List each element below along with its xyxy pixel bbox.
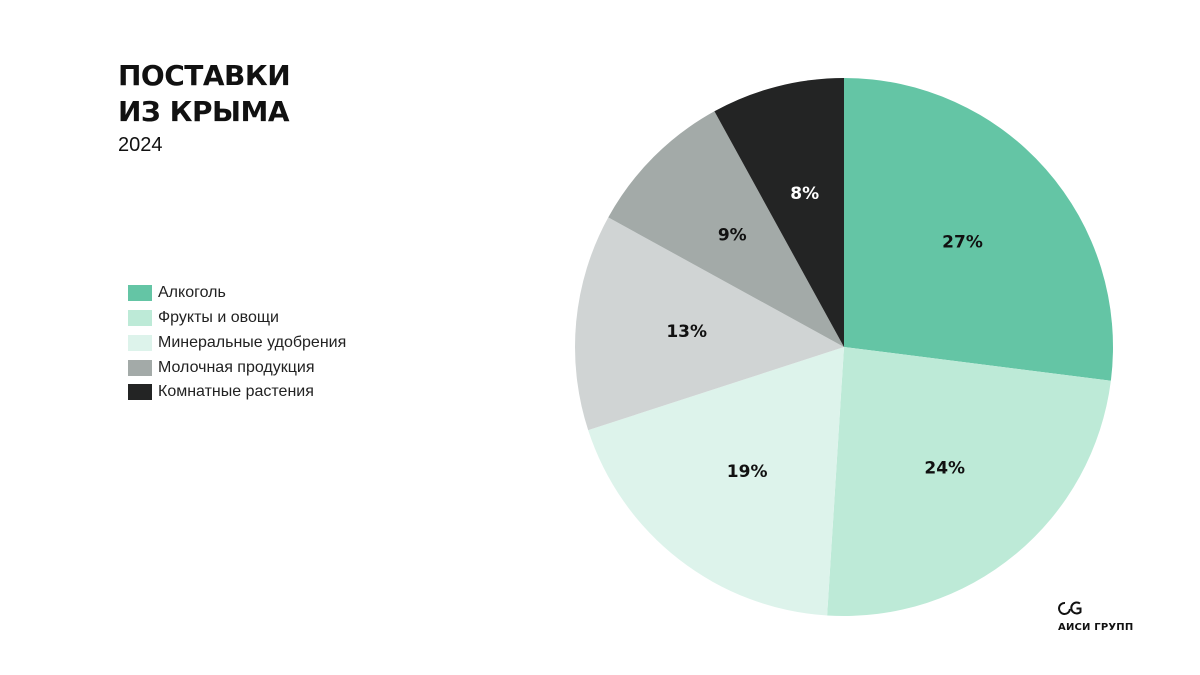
- slice-value-label: 24%: [924, 459, 965, 479]
- legend-label: Фрукты и овощи: [158, 309, 279, 327]
- title-line-1: ПОСТАВКИ: [118, 59, 291, 92]
- pie-slice: [575, 217, 844, 431]
- legend-swatch: [128, 334, 152, 351]
- legend-item: Комнатные растения: [128, 380, 346, 405]
- slice-value-label: 8%: [790, 184, 819, 204]
- pie-slice: [588, 347, 844, 616]
- legend-item: Алкоголь: [128, 281, 346, 306]
- legend-swatch: [128, 310, 152, 327]
- legend-label: Минеральные удобрения: [158, 333, 347, 351]
- legend-item: Минеральные удобрения: [128, 331, 346, 356]
- logo-text: АИСИ ГРУПП: [1058, 622, 1134, 633]
- chart-title: ПОСТАВКИ ИЗ КРЫМА 2024: [118, 58, 291, 157]
- brand-logo: АИСИ ГРУПП: [1058, 600, 1133, 633]
- pie-slice: [714, 78, 844, 347]
- title-line-2: ИЗ КРЫМА: [118, 95, 290, 128]
- legend-swatch: [128, 285, 152, 302]
- legend-label: Комнатные растения: [158, 383, 314, 401]
- legend-swatch: [128, 359, 152, 376]
- pie-slice: [844, 78, 1113, 381]
- chart-subtitle: 2024: [118, 134, 163, 156]
- pie-slice: [827, 347, 1111, 616]
- legend-swatch: [128, 384, 152, 401]
- aisi-group-logo-icon: [1058, 601, 1082, 615]
- slice-value-label: 13%: [666, 322, 707, 342]
- chart-legend: Алкоголь Фрукты и овощи Минеральные удобре…: [128, 281, 346, 405]
- pie-slice: [608, 111, 844, 348]
- legend-label: Молочная продукция: [158, 358, 315, 376]
- legend-item: Молочная продукция: [128, 355, 346, 380]
- legend-label: Алкоголь: [158, 284, 226, 302]
- slice-value-label: 27%: [942, 233, 983, 253]
- slice-value-label: 19%: [727, 462, 768, 482]
- legend-item: Фрукты и овощи: [128, 306, 346, 331]
- slice-value-label: 9%: [718, 225, 747, 245]
